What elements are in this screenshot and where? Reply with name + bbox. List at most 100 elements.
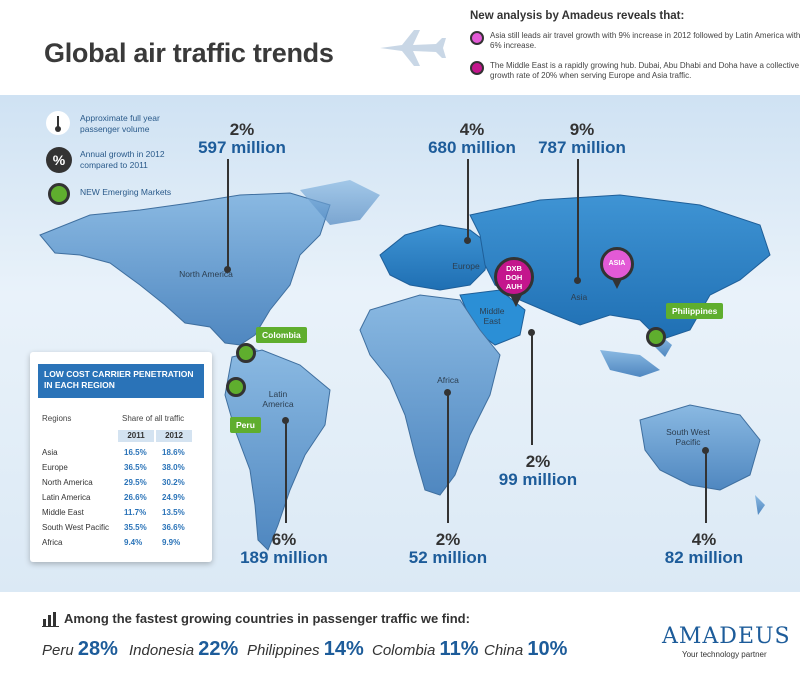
region-label-north-america: North America — [179, 269, 233, 279]
stat-north-america: 2% 597 million — [196, 121, 288, 157]
region-dot — [574, 277, 581, 284]
growth-pct: 4% — [691, 530, 717, 549]
footer-heading: Among the fastest growing countries in p… — [64, 611, 470, 626]
region-dot — [282, 417, 289, 424]
page-title: Global air traffic trends — [44, 38, 334, 68]
table-title: LOW COST CARRIER PENETRATION IN EACH REG… — [38, 364, 204, 398]
col-header-share: Share of all traffic — [122, 414, 185, 423]
passenger-volume: 787 million — [538, 138, 626, 157]
country-pct: 11% — [439, 638, 479, 660]
stat-europe: 4% 680 million — [422, 121, 522, 157]
cell-region: Africa — [42, 538, 63, 547]
region-label-europe: Europe — [452, 261, 480, 271]
emerging-pin-icon — [48, 183, 70, 205]
world-map: Approximate full year passenger volume %… — [0, 95, 800, 592]
pin-icon — [470, 61, 484, 75]
cell-region: North America — [42, 478, 93, 487]
passenger-volume: 82 million — [664, 548, 744, 567]
year-header-2011: 2011 — [118, 430, 154, 442]
passenger-volume: 597 million — [198, 138, 286, 157]
cell-region: Europe — [42, 463, 68, 472]
table-row: Asia 16.5% 18.6% — [38, 446, 208, 461]
colombia-pin-icon — [236, 343, 256, 363]
cell-2012: 24.9% — [162, 493, 185, 502]
growth-pct: 2% — [435, 530, 461, 549]
country-name: Colombia — [372, 642, 436, 659]
philippines-pin-icon — [646, 327, 666, 347]
growth-pct: 6% — [271, 530, 297, 549]
stat-asia: 9% 787 million — [532, 121, 632, 157]
passenger-volume: 680 million — [428, 138, 516, 157]
region-dot — [702, 447, 709, 454]
header: Global air traffic trends New analysis b… — [0, 0, 800, 95]
region-label-middle-east: Middle East — [479, 306, 505, 326]
stat-latin-america: 6% 189 million — [232, 531, 336, 567]
lcc-table: LOW COST CARRIER PENETRATION IN EACH REG… — [30, 352, 212, 562]
col-header-regions: Regions — [42, 414, 72, 423]
country-peru: Peru 28% — [42, 638, 118, 661]
cell-2012: 36.6% — [162, 523, 185, 532]
region-dot — [444, 389, 451, 396]
percent-icon: % — [46, 147, 72, 173]
cell-region: South West Pacific — [42, 523, 109, 532]
leader-line — [531, 335, 533, 445]
passenger-volume: 189 million — [240, 548, 328, 567]
country-colombia: Colombia 11% — [372, 638, 478, 661]
legend-volume-text: Approximate full year passenger volume — [80, 113, 160, 134]
hub-codes: DXB DOH AUH — [505, 264, 523, 291]
country-pct: 22% — [198, 638, 239, 660]
analysis-point-text: Asia still leads air travel growth with … — [490, 31, 800, 50]
region-label-africa: Africa — [437, 375, 459, 385]
growth-pct: 2% — [525, 452, 551, 471]
country-name: China — [484, 642, 524, 659]
country-name: Indonesia — [129, 642, 195, 659]
country-indonesia: Indonesia 22% — [129, 638, 238, 661]
cell-2012: 9.9% — [162, 538, 181, 547]
cell-2011: 26.6% — [124, 493, 147, 502]
country-pct: 28% — [77, 638, 118, 660]
cell-2012: 30.2% — [162, 478, 185, 487]
year-header-2012: 2012 — [156, 430, 192, 442]
region-label-asia: Asia — [570, 292, 588, 302]
analysis-point: Asia still leads air travel growth with … — [470, 31, 800, 51]
leader-line — [705, 453, 707, 523]
region-label-latin-america: Latin America — [262, 389, 294, 409]
peru-pin-icon — [226, 377, 246, 397]
asia-pin-icon: ASIA — [600, 247, 634, 281]
cell-2011: 36.5% — [124, 463, 147, 472]
airplane-icon — [380, 30, 446, 66]
cell-2011: 35.5% — [124, 523, 147, 532]
stat-middle-east: 2% 99 million — [488, 453, 588, 489]
country-name: Peru — [42, 642, 74, 659]
table-row: North America 29.5% 30.2% — [38, 476, 208, 491]
emerging-tag-philippines: Philippines — [666, 303, 724, 319]
pin-tail — [510, 295, 522, 307]
country-pct: 14% — [323, 638, 364, 660]
cell-region: Asia — [42, 448, 58, 457]
table-row: Latin America 26.6% 24.9% — [38, 491, 208, 506]
passenger-volume: 99 million — [498, 470, 578, 489]
analysis-heading: New analysis by Amadeus reveals that: — [470, 10, 685, 22]
growth-pct: 2% — [229, 120, 255, 139]
table-row: South West Pacific 35.5% 36.6% — [38, 521, 208, 536]
pin-icon — [470, 31, 484, 45]
growth-pct: 9% — [569, 120, 595, 139]
legend-growth-text: Annual growth in 2012 compared to 2011 — [80, 149, 165, 170]
emerging-tag-peru: Peru — [230, 417, 261, 433]
country-china: China 10% — [484, 638, 567, 661]
leader-line — [285, 423, 287, 523]
leader-line — [227, 159, 229, 269]
bar-chart-icon — [42, 612, 59, 627]
table-row: Middle East 11.7% 13.5% — [38, 506, 208, 521]
stat-africa: 2% 52 million — [398, 531, 498, 567]
volume-icon — [46, 111, 70, 135]
cell-2011: 9.4% — [124, 538, 143, 547]
leader-line — [467, 159, 469, 239]
emerging-tag-colombia: Colombia — [256, 327, 307, 343]
region-dot — [528, 329, 535, 336]
cell-2011: 16.5% — [124, 448, 147, 457]
hub-pin-icon: DXB DOH AUH — [494, 257, 534, 297]
table-row: Africa 9.4% 9.9% — [38, 536, 208, 551]
region-dot — [224, 266, 231, 273]
cell-2012: 38.0% — [162, 463, 185, 472]
